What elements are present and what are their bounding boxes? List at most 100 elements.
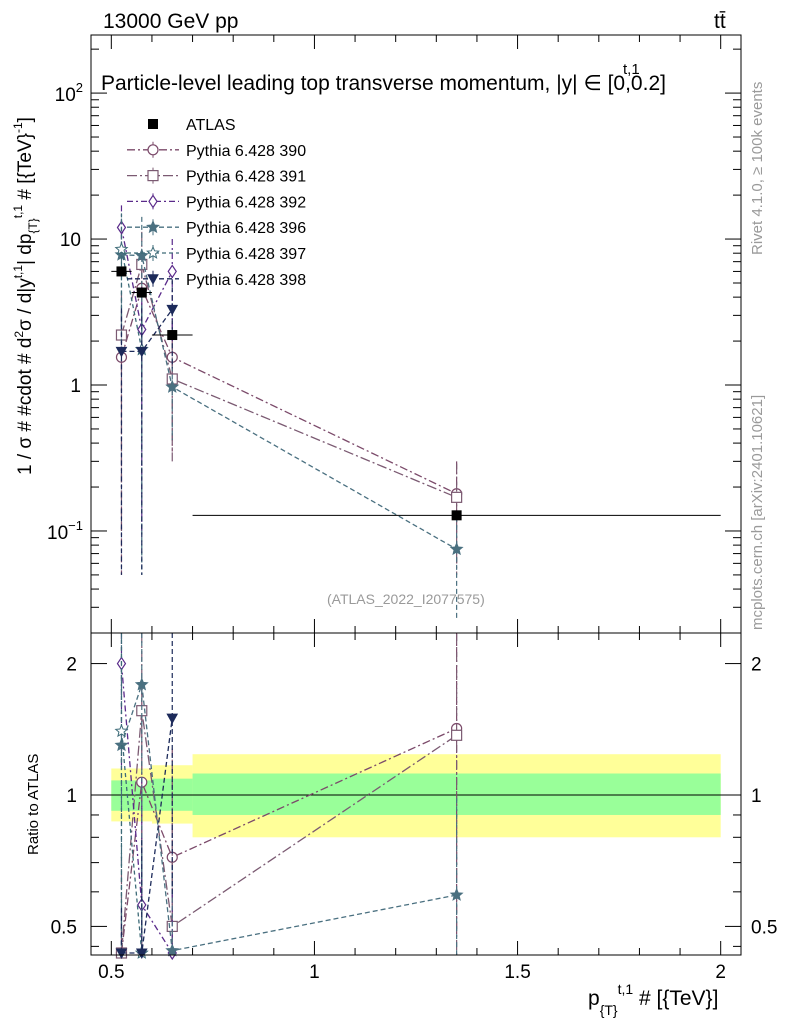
- y-axis-label: 1 / σ # #cdot # d2σ / d|yt,1| dp{T}t,1 #…: [11, 117, 40, 475]
- main-data-layer: [111, 205, 721, 619]
- ylabel-part: 1 / σ # #cdot # d: [15, 338, 36, 475]
- marker-star: [114, 242, 129, 256]
- ratio-series-line: [120, 710, 457, 954]
- ratio-axis-ticks: [91, 633, 741, 955]
- legend: ATLAS Pythia 6.428 390 Pythia 6.428 391 Pyt…: [127, 117, 306, 289]
- y-tick-base: 10: [47, 523, 68, 544]
- legend-label: Pythia 6.428 396: [186, 220, 306, 237]
- ylabel-part: {T}: [26, 218, 40, 233]
- legend-label: Pythia 6.428 391: [186, 169, 306, 186]
- y-tick-exponent: 2: [76, 80, 83, 95]
- marker-star: [449, 887, 464, 901]
- ratio-series-line: [121, 718, 173, 954]
- chart-title: Particle-level leading top transverse mo…: [101, 72, 666, 95]
- ratio-series-line: [120, 684, 457, 952]
- chart-title-main: Particle-level leading top transverse mo…: [101, 72, 562, 95]
- ylabel-part: | dp: [15, 234, 36, 265]
- marker-square-filled: [451, 510, 462, 521]
- marker-diamond: [148, 194, 158, 209]
- marker-square-filled: [136, 287, 147, 298]
- ratio-y-tick-label-right: 1: [751, 786, 762, 807]
- x-tick-label: 1: [309, 962, 320, 983]
- y-tick-base: 10: [55, 85, 76, 106]
- y-tick-label: 10: [60, 230, 81, 251]
- marker-square: [147, 170, 159, 182]
- ratio-y-tick-label: 1: [66, 786, 77, 807]
- xlabel-part: p: [588, 987, 600, 1010]
- marker-star: [146, 219, 160, 234]
- source-label: mcplots.cern.ch [arXiv:2401.10621]: [749, 395, 766, 630]
- ylabel-part: t,1: [11, 205, 25, 219]
- x-tick-label: 2: [715, 962, 726, 983]
- ratio-data-layer: [114, 633, 464, 961]
- marker-diamond: [167, 264, 177, 279]
- ratio-uncertainty-bands: [91, 754, 741, 838]
- process-label: tt̄: [714, 10, 726, 33]
- y-tick-label: 102: [55, 80, 83, 106]
- ratio-y-tick-labels: 0.5 0.5 1 1 2 2: [51, 655, 778, 939]
- marker-triangle-down: [115, 346, 128, 358]
- marker-triangle-down: [135, 346, 148, 358]
- xlabel-part: t,1: [618, 981, 634, 997]
- ratio-y-tick-label-right: 2: [751, 655, 762, 676]
- marker-star: [449, 541, 464, 556]
- series-line: [120, 286, 457, 495]
- xlabel-part: # [{TeV}]: [633, 987, 718, 1010]
- ylabel-part: ]: [15, 117, 36, 122]
- legend-label: Pythia 6.428 392: [186, 194, 306, 211]
- ratio-y-axis-label: Ratio to ATLAS: [25, 754, 42, 855]
- main-axis-ticks: [91, 35, 741, 634]
- marker-square: [451, 729, 463, 741]
- ratio-panel: 0.5 0.5 1 1 2 2 Ratio to ATLAS: [25, 632, 778, 961]
- marker-square-filled: [167, 330, 178, 341]
- marker-star: [114, 723, 129, 738]
- x-tick-label: 0.5: [98, 962, 124, 983]
- marker-star: [165, 943, 180, 957]
- ratio-series-line: [120, 727, 457, 954]
- marker-triangle-down: [115, 948, 128, 960]
- ratio-frame: [90, 632, 742, 956]
- marker-triangle-down: [147, 274, 159, 285]
- rivet-version-label: Rivet 4.1.0, ≥ 100k events: [749, 82, 766, 255]
- x-axis-label: p{T}t,1 # [{TeV}]: [588, 981, 718, 1018]
- y-tick-label: 10−1: [47, 518, 83, 544]
- ylabel-part: 2: [12, 331, 26, 338]
- legend-label: Pythia 6.428 390: [186, 143, 306, 160]
- marker-circle: [147, 144, 159, 156]
- chart-title-superscript: t,1: [623, 61, 640, 78]
- series-line: [121, 254, 457, 550]
- ratio-series-line: [120, 731, 143, 954]
- y-tick-label: 1: [70, 376, 81, 397]
- marker-star: [134, 677, 149, 691]
- marker-square: [451, 491, 463, 503]
- series-line: [120, 249, 143, 350]
- energy-label: 13000 GeV pp: [103, 10, 238, 33]
- ratio-y-tick-label-right: 0.5: [751, 917, 777, 938]
- legend-label: ATLAS: [186, 117, 236, 134]
- marker-triangle-down: [166, 304, 179, 316]
- marker-triangle-down: [166, 713, 179, 725]
- chart-title-var: y: [562, 72, 573, 95]
- marker-star: [146, 245, 160, 259]
- ylabel-part: # [{TeV}: [15, 133, 36, 205]
- chart-title-tail: | ∈ [0,0.2]: [572, 72, 666, 95]
- xlabel-part: {T}: [600, 1002, 618, 1018]
- ylabel-part: t,1: [11, 265, 25, 279]
- y-tick-exponent: −1: [68, 518, 83, 533]
- ratio-y-tick-label: 2: [66, 655, 77, 676]
- analysis-watermark: (ATLAS_2022_I2077575): [327, 591, 485, 607]
- ylabel-part: -1: [11, 122, 25, 133]
- ratio-y-tick-label: 0.5: [51, 917, 77, 938]
- marker-square-filled: [148, 119, 158, 129]
- marker-square-filled: [116, 266, 127, 277]
- ylabel-part: σ / d|y: [15, 278, 36, 331]
- x-tick-label: 1.5: [504, 962, 530, 983]
- x-tick-labels: 0.5 1 1.5 2: [98, 962, 726, 983]
- legend-label: Pythia 6.428 398: [186, 272, 306, 289]
- marker-triangle-down: [135, 948, 148, 960]
- legend-label: Pythia 6.428 397: [186, 246, 306, 263]
- marker-star: [165, 379, 180, 393]
